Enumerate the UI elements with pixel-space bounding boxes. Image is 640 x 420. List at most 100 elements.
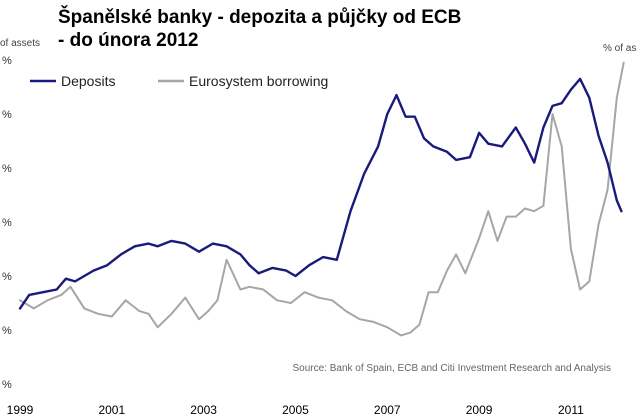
eurosystem-borrowing-point <box>124 299 127 302</box>
y-tick-label: % <box>2 271 12 283</box>
deposits-point <box>257 272 260 275</box>
deposits-point <box>28 294 31 296</box>
eurosystem-borrowing-point <box>409 331 412 334</box>
deposits-point <box>184 242 187 245</box>
eurosystem-borrowing-point <box>372 321 375 323</box>
eurosystem-borrowing-point <box>46 299 49 302</box>
x-tick-label: 1999 <box>7 403 34 417</box>
deposits-point <box>349 210 352 212</box>
eurosystem-borrowing-line <box>19 61 625 337</box>
eurosystem-borrowing-point <box>97 313 99 315</box>
eurosystem-borrowing-point <box>184 296 187 299</box>
eurosystem-borrowing-point <box>622 61 625 64</box>
eurosystem-borrowing-point <box>170 313 173 315</box>
deposits-point <box>501 145 503 148</box>
eurosystem-borrowing-point <box>386 326 389 329</box>
eurosystem-borrowing-point <box>524 207 526 210</box>
legend: Deposits Eurosystem borrowing <box>30 73 328 89</box>
eurosystem-borrowing-point <box>505 215 508 218</box>
eurosystem-borrowing-point <box>33 307 35 310</box>
eurosystem-borrowing-point <box>400 334 402 337</box>
x-tick-label: 2007 <box>374 403 401 417</box>
deposits-point <box>606 161 609 164</box>
eurosystem-borrowing-point <box>111 315 113 318</box>
eurosystem-borrowing-point <box>464 272 467 275</box>
deposits-point <box>294 275 297 277</box>
deposits-point <box>74 280 76 283</box>
deposits-point <box>42 291 44 294</box>
eurosystem-borrowing-point <box>570 248 572 250</box>
chart-title: Španělské banky - depozita a půjčky od E… <box>58 6 518 52</box>
chart-title-line-2: - do února 2012 <box>58 30 199 51</box>
deposits-point <box>55 288 58 291</box>
y-tick-label: % <box>2 109 12 121</box>
deposits-point <box>597 134 600 137</box>
deposits-point <box>198 250 200 253</box>
x-tick-label: 2005 <box>282 403 309 417</box>
y-tick-label: % <box>2 55 12 67</box>
y-axis-ticks: %%%%%%% <box>2 55 12 391</box>
deposits-point <box>570 88 572 91</box>
deposits-point <box>336 259 338 261</box>
deposits-point <box>285 269 288 272</box>
deposits-point <box>423 137 425 140</box>
eurosystem-borrowing-point <box>446 269 448 272</box>
deposits-point <box>147 242 150 245</box>
deposits-point <box>524 142 526 145</box>
eurosystem-borrowing-point <box>19 299 21 302</box>
eurosystem-borrowing-point <box>496 240 499 242</box>
eurosystem-borrowing-point <box>248 286 251 288</box>
legend-label: Eurosystem borrowing <box>189 73 328 89</box>
deposits-point <box>363 172 366 175</box>
left-axis-unit: of assets <box>0 38 41 49</box>
deposits-point <box>120 253 122 256</box>
eurosystem-borrowing-point <box>345 310 347 312</box>
eurosystem-borrowing-point <box>579 288 581 291</box>
deposits-point <box>533 161 535 164</box>
x-axis-ticks: 1999 2001 2003 2005 2007 2009 2011 <box>7 403 584 417</box>
deposits-point <box>92 269 95 272</box>
eurosystem-borrowing-point <box>290 302 292 304</box>
eurosystem-borrowing-point <box>331 299 334 302</box>
eurosystem-borrowing-point <box>478 237 480 239</box>
chart-title-line-1: Španělské banky - depozita a půjčky od E… <box>58 7 462 28</box>
deposits-point <box>446 151 448 153</box>
y-tick-label: % <box>2 325 12 337</box>
eurosystem-borrowing-point <box>317 296 320 299</box>
series-lines <box>18 61 625 337</box>
deposits-point <box>515 126 517 129</box>
deposits-point <box>616 199 618 202</box>
deposits-point <box>65 277 67 280</box>
eurosystem-borrowing-point <box>560 145 563 148</box>
eurosystem-borrowing-point <box>418 323 421 326</box>
deposits-point <box>239 253 242 256</box>
eurosystem-borrowing-point <box>515 215 517 218</box>
right-axis-unit: % of as <box>603 43 637 54</box>
eurosystem-borrowing-point <box>455 253 457 256</box>
eurosystem-borrowing-point <box>487 210 490 212</box>
eurosystem-borrowing-point <box>606 188 609 191</box>
deposits-point <box>478 132 480 134</box>
deposits-point <box>551 105 554 107</box>
eurosystem-borrowing-point <box>69 286 72 288</box>
deposits-point <box>386 113 389 115</box>
eurosystem-borrowing-point <box>358 318 361 321</box>
deposits-point <box>225 245 228 248</box>
eurosystem-borrowing-point <box>262 288 265 291</box>
deposits-point <box>620 210 623 212</box>
deposits-point <box>469 156 471 158</box>
eurosystem-borrowing-point <box>276 299 278 302</box>
deposits-point <box>542 126 545 129</box>
eurosystem-borrowing-point <box>138 310 141 312</box>
eurosystem-borrowing-point <box>597 223 600 226</box>
eurosystem-borrowing-point <box>542 205 545 207</box>
deposits-point <box>579 78 581 80</box>
eurosystem-borrowing-point <box>216 299 219 302</box>
deposits-point <box>212 242 214 245</box>
eurosystem-borrowing-point <box>239 288 242 291</box>
deposits-point <box>170 240 173 242</box>
deposits-point <box>560 102 563 104</box>
y-tick-label: % <box>2 163 12 175</box>
eurosystem-borrowing-point <box>533 210 535 212</box>
